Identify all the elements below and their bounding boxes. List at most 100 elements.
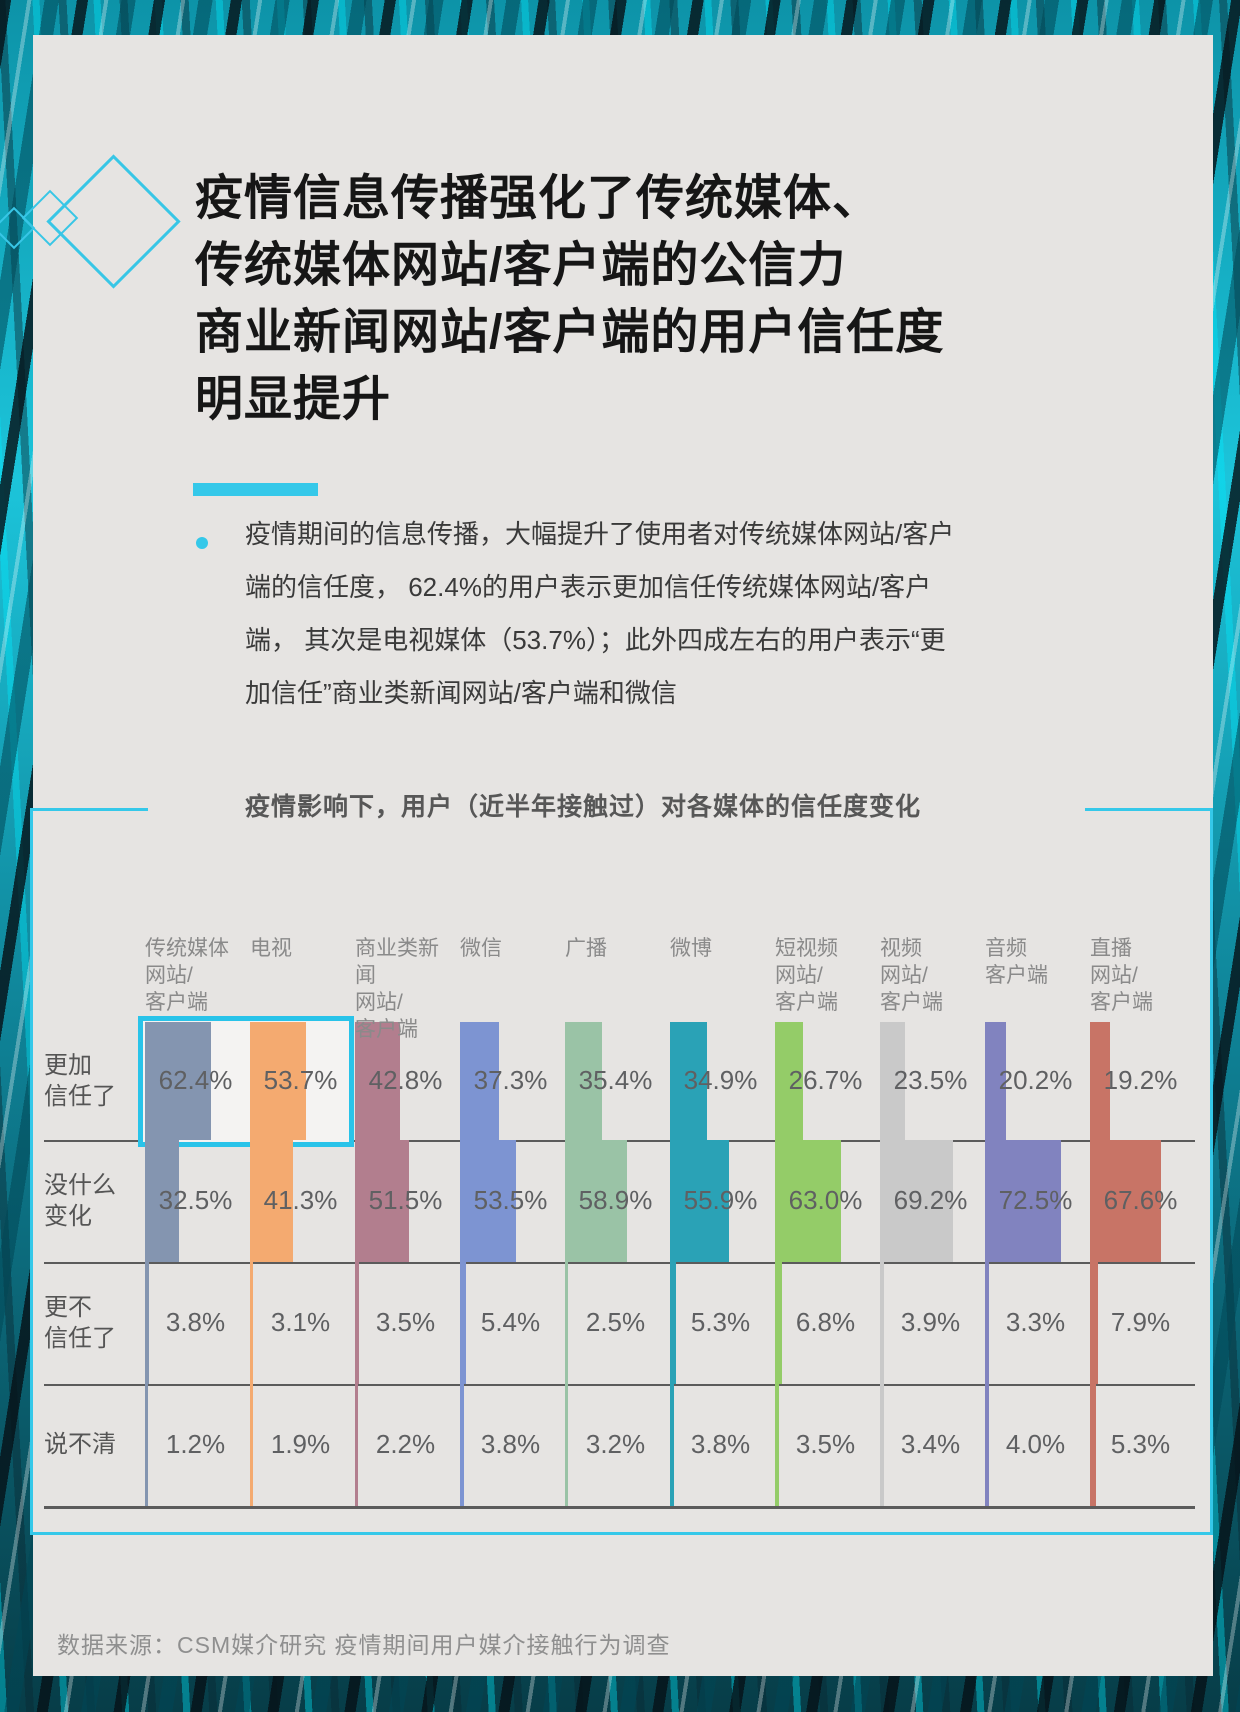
bar-说不清-广播 xyxy=(565,1384,569,1506)
bar-说不清-传统媒体网站/客户端 xyxy=(145,1384,148,1506)
value-label-更不信任了-微信: 5.4% xyxy=(480,1307,541,1337)
bar-更加信任了-商业类新闻网站/客户端 xyxy=(355,1022,400,1140)
value-label-说不清-广播: 3.2% xyxy=(585,1429,646,1459)
value-label-没什么变化-直播网站/客户端: 67.6% xyxy=(1103,1185,1178,1215)
bullet-dot xyxy=(196,537,208,549)
value-label-更不信任了-视频网站/客户端: 3.9% xyxy=(900,1307,961,1337)
bar-更不信任了-音频客户端 xyxy=(985,1262,989,1384)
value-label-没什么变化-广播: 58.9% xyxy=(578,1185,653,1215)
column-header-微博: 微博 xyxy=(670,937,712,960)
bar-更不信任了-传统媒体网站/客户端 xyxy=(145,1262,149,1384)
table-bottom-rule xyxy=(44,1506,1195,1509)
value-label-更加信任了-微信: 37.3% xyxy=(473,1065,548,1095)
value-label-更加信任了-音频客户端: 20.2% xyxy=(998,1065,1073,1095)
bar-说不清-音频客户端 xyxy=(985,1384,990,1506)
value-label-说不清-电视: 1.9% xyxy=(270,1429,331,1459)
column-header-广播: 广播 xyxy=(565,937,607,960)
bar-没什么变化-电视 xyxy=(250,1140,294,1262)
row-label-说不清: 说不清 xyxy=(44,1431,116,1458)
value-label-更不信任了-微博: 5.3% xyxy=(690,1307,751,1337)
bar-说不清-电视 xyxy=(250,1384,253,1506)
page-title: 疫情信息传播强化了传统媒体、 传统媒体网站/客户端的公信力 商业新闻网站/客户端… xyxy=(195,172,945,426)
bar-说不清-微博 xyxy=(670,1384,674,1506)
chart-frame-left-edge xyxy=(30,808,33,1535)
column-header-音频客户端: 音频 客户端 xyxy=(985,937,1048,987)
value-label-更加信任了-视频网站/客户端: 23.5% xyxy=(893,1065,968,1095)
row-label-更不信任了: 更不 信任了 xyxy=(44,1294,116,1352)
bar-更不信任了-商业类新闻网站/客户端 xyxy=(355,1262,359,1384)
value-label-没什么变化-微博: 55.9% xyxy=(683,1185,758,1215)
value-label-说不清-短视频网站/客户端: 3.5% xyxy=(795,1429,856,1459)
bar-说不清-直播网站/客户端 xyxy=(1090,1384,1096,1506)
bar-说不清-微信 xyxy=(460,1384,464,1506)
chart-frame-right-edge xyxy=(1210,808,1213,1535)
summary-paragraph: 疫情期间的信息传播，大幅提升了使用者对传统媒体网站/客户端的信任度， 62.4%… xyxy=(245,519,955,708)
column-header-传统媒体网站/客户端: 传统媒体 网站/ 客户端 xyxy=(145,937,229,1014)
bar-更不信任了-直播网站/客户端 xyxy=(1090,1262,1099,1384)
bar-没什么变化-视频网站/客户端 xyxy=(880,1140,953,1262)
value-label-说不清-商业类新闻网站/客户端: 2.2% xyxy=(375,1429,436,1459)
row-label-没什么变化: 没什么 变化 xyxy=(44,1172,116,1230)
value-label-说不清-微信: 3.8% xyxy=(480,1429,541,1459)
bar-没什么变化-微信 xyxy=(460,1140,517,1262)
bar-说不清-视频网站/客户端 xyxy=(880,1384,884,1506)
value-label-没什么变化-电视: 41.3% xyxy=(263,1185,338,1215)
bar-没什么变化-音频客户端 xyxy=(985,1140,1062,1262)
chart-frame-top-left-segment xyxy=(30,808,148,811)
value-label-没什么变化-短视频网站/客户端: 63.0% xyxy=(788,1185,863,1215)
value-label-说不清-视频网站/客户端: 3.4% xyxy=(900,1429,961,1459)
bar-更不信任了-视频网站/客户端 xyxy=(880,1262,885,1384)
chart-frame-top-right-segment xyxy=(1085,808,1213,811)
column-header-短视频网站/客户端: 短视频 网站/ 客户端 xyxy=(775,937,838,1014)
bar-没什么变化-微博 xyxy=(670,1140,729,1262)
value-label-更加信任了-电视: 53.7% xyxy=(263,1065,338,1095)
value-label-更加信任了-传统媒体网站/客户端: 62.4% xyxy=(158,1065,233,1095)
column-header-微信: 微信 xyxy=(460,937,502,960)
bar-没什么变化-短视频网站/客户端 xyxy=(775,1140,842,1262)
bar-没什么变化-商业类新闻网站/客户端 xyxy=(355,1140,410,1262)
bar-说不清-短视频网站/客户端 xyxy=(775,1384,779,1506)
bar-更不信任了-广播 xyxy=(565,1262,568,1384)
value-label-更加信任了-微博: 34.9% xyxy=(683,1065,758,1095)
value-label-更加信任了-直播网站/客户端: 19.2% xyxy=(1103,1065,1178,1095)
value-label-说不清-直播网站/客户端: 5.3% xyxy=(1110,1429,1171,1459)
value-label-没什么变化-视频网站/客户端: 69.2% xyxy=(893,1185,968,1215)
value-label-更不信任了-直播网站/客户端: 7.9% xyxy=(1110,1307,1171,1337)
value-label-更不信任了-广播: 2.5% xyxy=(585,1307,646,1337)
value-label-更加信任了-广播: 35.4% xyxy=(578,1065,653,1095)
value-label-没什么变化-商业类新闻网站/客户端: 51.5% xyxy=(368,1185,443,1215)
bar-更不信任了-短视频网站/客户端 xyxy=(775,1262,783,1384)
bar-更加信任了-传统媒体网站/客户端 xyxy=(145,1022,211,1140)
value-label-更不信任了-传统媒体网站/客户端: 3.8% xyxy=(165,1307,226,1337)
bar-更加信任了-微博 xyxy=(670,1022,707,1140)
value-label-说不清-传统媒体网站/客户端: 1.2% xyxy=(165,1429,226,1459)
bar-更加信任了-短视频网站/客户端 xyxy=(775,1022,803,1140)
bar-没什么变化-直播网站/客户端 xyxy=(1090,1140,1161,1262)
column-header-商业类新闻网站/客户端: 商业类新闻 网站/ 客户端 xyxy=(355,937,439,1041)
column-header-视频网站/客户端: 视频 网站/ 客户端 xyxy=(880,937,943,1014)
row-divider xyxy=(44,1262,1195,1264)
bar-更不信任了-微信 xyxy=(460,1262,466,1384)
value-label-更不信任了-电视: 3.1% xyxy=(270,1307,331,1337)
bar-更加信任了-电视 xyxy=(250,1022,307,1140)
value-label-更不信任了-商业类新闻网站/客户端: 3.5% xyxy=(375,1307,436,1337)
row-label-更加信任了: 更加 信任了 xyxy=(44,1052,116,1110)
bar-更加信任了-直播网站/客户端 xyxy=(1090,1022,1111,1140)
bar-更加信任了-微信 xyxy=(460,1022,500,1140)
bar-更加信任了-广播 xyxy=(565,1022,603,1140)
title-underline-bar xyxy=(193,483,318,496)
value-label-更不信任了-短视频网站/客户端: 6.8% xyxy=(795,1307,856,1337)
column-header-直播网站/客户端: 直播 网站/ 客户端 xyxy=(1090,937,1153,1014)
value-label-更加信任了-商业类新闻网站/客户端: 42.8% xyxy=(368,1065,443,1095)
bar-没什么变化-传统媒体网站/客户端 xyxy=(145,1140,180,1262)
value-label-说不清-微博: 3.8% xyxy=(690,1429,751,1459)
value-label-更加信任了-短视频网站/客户端: 26.7% xyxy=(788,1065,863,1095)
value-label-没什么变化-传统媒体网站/客户端: 32.5% xyxy=(158,1185,233,1215)
chart-frame-bottom-edge xyxy=(30,1532,1213,1535)
chart-title: 疫情影响下，用户（近半年接触过）对各媒体的信任度变化 xyxy=(245,793,922,821)
data-source-note: 数据来源：CSM媒介研究 疫情期间用户媒介接触行为调查 xyxy=(57,1632,671,1658)
bar-更不信任了-微博 xyxy=(670,1262,676,1384)
row-divider xyxy=(44,1384,1195,1386)
